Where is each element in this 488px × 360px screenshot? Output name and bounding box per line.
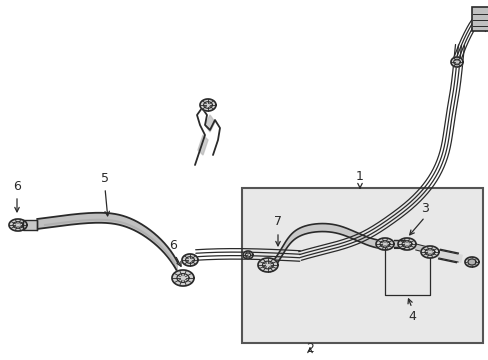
Bar [23,220,37,230]
FancyBboxPatch shape [471,7,488,31]
Text: 5: 5 [101,172,109,185]
Text: 7: 7 [273,215,282,228]
Polygon shape [450,57,462,67]
Polygon shape [37,213,178,273]
Text: 6: 6 [13,180,21,193]
Polygon shape [9,219,27,231]
Polygon shape [464,257,478,267]
Polygon shape [258,258,278,272]
Polygon shape [200,99,216,111]
Polygon shape [204,115,215,132]
Text: 2: 2 [305,342,313,355]
Polygon shape [172,270,194,286]
Polygon shape [269,224,377,272]
Text: 4: 4 [407,310,415,323]
Polygon shape [182,254,198,266]
Text: 1: 1 [355,170,363,183]
Polygon shape [198,135,207,155]
Text: 3: 3 [420,202,428,215]
Bar [242,188,482,343]
Polygon shape [375,238,393,250]
Polygon shape [467,259,475,265]
Polygon shape [397,238,415,250]
Polygon shape [243,251,252,259]
Text: 6: 6 [169,239,177,252]
Polygon shape [420,246,438,258]
